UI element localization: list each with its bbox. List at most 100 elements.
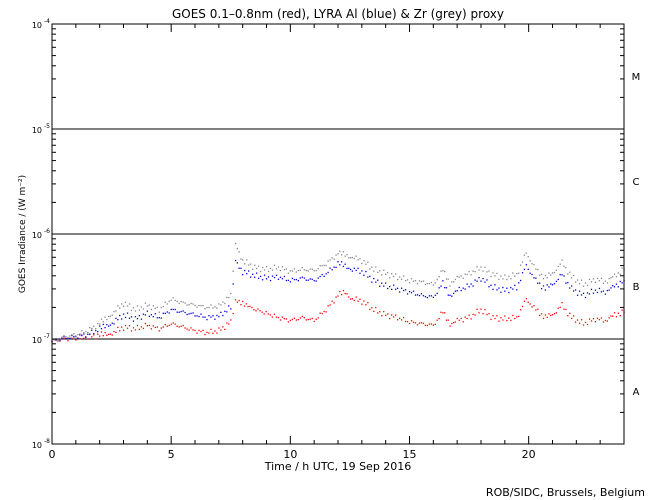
data-point bbox=[502, 278, 504, 280]
data-point bbox=[349, 268, 352, 271]
data-point bbox=[194, 329, 196, 332]
data-point bbox=[138, 314, 141, 317]
data-point bbox=[472, 313, 474, 316]
data-point bbox=[220, 329, 222, 331]
data-point bbox=[108, 325, 110, 327]
data-point bbox=[240, 304, 242, 306]
data-point bbox=[89, 333, 91, 335]
data-point bbox=[178, 311, 180, 313]
data-point bbox=[383, 285, 385, 287]
data-point bbox=[188, 313, 190, 315]
data-point bbox=[398, 317, 401, 319]
data-point bbox=[486, 271, 488, 273]
data-point bbox=[606, 282, 609, 284]
data-point bbox=[550, 274, 552, 276]
data-point bbox=[128, 325, 131, 327]
data-point bbox=[460, 317, 462, 320]
data-point bbox=[452, 292, 455, 295]
data-point bbox=[525, 297, 527, 300]
data-point bbox=[73, 333, 75, 335]
data-point bbox=[460, 275, 462, 277]
series-2 bbox=[51, 242, 625, 342]
data-point bbox=[494, 275, 496, 277]
data-point bbox=[542, 317, 545, 320]
data-point bbox=[576, 319, 579, 321]
data-point bbox=[106, 324, 108, 326]
data-point bbox=[550, 314, 552, 317]
data-point bbox=[186, 304, 188, 306]
y-tick-label: 10 bbox=[32, 126, 42, 135]
data-point bbox=[93, 332, 95, 335]
data-point bbox=[426, 324, 429, 327]
data-point bbox=[289, 281, 292, 283]
data-point bbox=[389, 285, 391, 288]
data-point bbox=[198, 304, 200, 307]
data-point bbox=[351, 270, 353, 272]
data-point bbox=[75, 336, 77, 338]
data-point bbox=[214, 330, 216, 332]
data-point bbox=[329, 259, 331, 261]
data-point bbox=[93, 325, 95, 327]
data-point bbox=[261, 266, 264, 269]
data-point bbox=[470, 274, 472, 276]
data-point bbox=[87, 333, 89, 335]
data-point bbox=[136, 318, 139, 320]
data-point bbox=[508, 291, 510, 294]
data-point bbox=[81, 330, 83, 332]
data-point bbox=[331, 269, 333, 271]
data-point bbox=[257, 277, 260, 279]
data-point bbox=[102, 334, 104, 337]
data-point bbox=[232, 283, 234, 285]
data-point bbox=[447, 278, 449, 280]
data-point bbox=[178, 302, 180, 304]
data-point bbox=[150, 308, 153, 311]
data-point bbox=[251, 268, 254, 270]
data-point bbox=[418, 294, 421, 297]
data-point bbox=[539, 274, 541, 276]
data-point bbox=[162, 326, 164, 328]
data-point bbox=[57, 339, 59, 342]
data-point bbox=[447, 319, 449, 321]
data-point bbox=[293, 317, 296, 319]
data-point bbox=[414, 280, 417, 282]
data-point bbox=[95, 329, 97, 332]
data-point bbox=[224, 302, 226, 305]
data-point bbox=[404, 280, 407, 282]
series-0 bbox=[51, 289, 625, 343]
data-point bbox=[210, 304, 212, 306]
data-point bbox=[319, 275, 321, 278]
data-point bbox=[164, 323, 166, 326]
data-point bbox=[416, 324, 419, 326]
data-point bbox=[134, 316, 137, 318]
data-point bbox=[122, 329, 125, 331]
data-point bbox=[190, 312, 192, 315]
data-point bbox=[521, 272, 524, 274]
data-point bbox=[174, 299, 176, 302]
data-point bbox=[212, 307, 214, 309]
data-point bbox=[535, 277, 537, 279]
data-point bbox=[551, 284, 554, 286]
data-point bbox=[449, 285, 451, 287]
data-point bbox=[150, 314, 153, 316]
data-point bbox=[119, 330, 121, 332]
data-point bbox=[291, 277, 294, 280]
data-point bbox=[158, 330, 160, 332]
data-point bbox=[259, 310, 261, 312]
data-point bbox=[249, 305, 251, 308]
data-point bbox=[602, 321, 605, 323]
data-point bbox=[531, 273, 533, 276]
data-point bbox=[83, 331, 85, 334]
data-point bbox=[559, 274, 561, 276]
data-point bbox=[253, 264, 256, 266]
data-point bbox=[104, 326, 106, 329]
data-point bbox=[496, 315, 498, 317]
data-point bbox=[305, 269, 307, 272]
data-point bbox=[533, 305, 535, 307]
data-point bbox=[67, 340, 69, 342]
data-point bbox=[402, 275, 405, 277]
data-point bbox=[134, 329, 137, 331]
data-point bbox=[230, 308, 232, 310]
data-point bbox=[186, 328, 188, 330]
data-point bbox=[69, 337, 71, 340]
data-point bbox=[93, 334, 95, 336]
